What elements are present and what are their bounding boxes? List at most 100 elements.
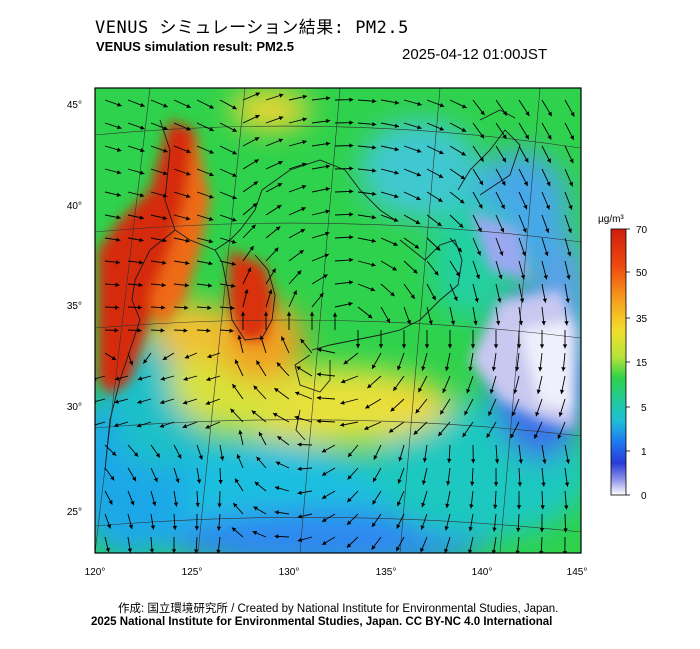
wind-arrow-head	[396, 546, 401, 552]
wind-arrow-head	[545, 228, 550, 233]
wind-arrow-head	[321, 471, 327, 476]
wind-arrow-head	[240, 311, 246, 316]
wind-arrow-head	[371, 522, 377, 528]
wind-arrow-head	[325, 209, 330, 214]
wind-arrow-head	[138, 282, 143, 288]
wind-arrow-head	[398, 456, 403, 462]
wind-arrow-head	[177, 454, 182, 459]
wind-arrow-head	[277, 436, 282, 441]
wind-arrow-head	[445, 503, 450, 508]
wind-arrow-head	[393, 217, 399, 222]
wind-arrow-head	[316, 395, 321, 401]
wind-arrow-head	[232, 150, 237, 155]
wind-arrow-head	[394, 146, 399, 152]
copyright-line: 2025 National Institute for Environmenta…	[91, 616, 553, 628]
wind-arrow-head	[421, 502, 426, 508]
wind-arrow-head	[541, 321, 546, 326]
wind-arrow-head	[325, 118, 331, 124]
wind-arrow-head	[343, 360, 349, 365]
wind-arrow-head	[138, 305, 143, 310]
wind-arrow-head	[195, 502, 200, 508]
wind-arrow-head	[501, 157, 506, 163]
wind-arrow-head	[539, 528, 545, 533]
wind-arrow-head	[209, 172, 214, 177]
wind-arrow-head	[249, 246, 254, 251]
wind-arrow-head	[413, 269, 418, 274]
wind-arrow-head	[302, 140, 307, 145]
wind-arrow-head	[162, 215, 168, 221]
wind-arrow-head	[106, 524, 112, 529]
wind-arrow-head	[502, 111, 507, 116]
wind-arrow-head	[415, 408, 420, 414]
wind-arrow-head	[349, 97, 354, 102]
wind-arrow-head	[162, 193, 168, 198]
wind-arrow-head	[373, 477, 377, 483]
wind-arrow-head	[116, 147, 122, 152]
wind-arrow-head	[355, 344, 361, 349]
lat-tick-label: 40°	[67, 201, 82, 212]
wind-arrow-head	[149, 548, 155, 553]
wind-arrow-head	[231, 527, 237, 532]
wind-arrow-head	[394, 170, 399, 175]
wind-arrow-head	[453, 296, 458, 301]
lon-tick-label: 140°	[472, 567, 493, 578]
wind-arrow-head	[183, 328, 188, 333]
wind-arrow-head	[186, 149, 191, 154]
wind-arrow-head	[348, 280, 354, 285]
wind-arrow-head	[183, 376, 188, 381]
wind-arrow-head	[233, 502, 238, 508]
wind-arrow-head	[424, 344, 430, 349]
wind-arrow-head	[277, 183, 283, 188]
wind-arrow-head	[478, 203, 483, 209]
wind-arrow-head	[459, 199, 465, 204]
wind-arrow-head	[539, 550, 544, 553]
wind-arrow-head	[175, 478, 180, 483]
wind-arrow-head	[346, 543, 352, 548]
wind-arrow-head	[254, 137, 260, 142]
wind-arrow-head	[460, 175, 466, 180]
wind-arrow-head	[348, 301, 353, 307]
wind-arrow-head	[114, 399, 119, 404]
wind-arrow-head	[185, 238, 190, 243]
wind-arrow-head	[297, 490, 302, 495]
wind-arrow-head	[292, 290, 297, 295]
wind-arrow	[95, 421, 106, 426]
wind-arrow-head	[340, 400, 345, 405]
wind-arrow-head	[256, 456, 261, 462]
wind-arrow-head	[525, 111, 530, 116]
wind-arrow-head	[229, 328, 234, 333]
wind-arrow-head	[474, 297, 479, 303]
wind-arrow-head	[163, 125, 168, 131]
wind-arrow-head	[480, 110, 485, 116]
wind-arrow-head	[393, 386, 398, 391]
forecast-timestamp: 2025-04-12 01:00JST	[402, 46, 548, 63]
wind-arrow-head	[394, 100, 400, 105]
wind-arrow-head	[232, 195, 237, 200]
wind-arrow-head	[536, 389, 541, 394]
wind-arrow-head	[276, 205, 282, 210]
wind-arrow-head	[258, 431, 263, 437]
wind-arrow-head	[302, 117, 307, 122]
wind-arrow-head	[471, 459, 476, 464]
wind-arrow-head	[254, 159, 259, 164]
wind-arrow-head	[493, 482, 499, 487]
wind-arrow-head	[138, 260, 144, 265]
wind-arrow-head	[231, 283, 236, 288]
wind-arrow-head	[208, 238, 214, 244]
wind-arrow-head	[394, 193, 399, 199]
wind-arrow-head	[185, 260, 190, 266]
wind-arrow-head	[274, 510, 279, 515]
wind-arrow-head	[275, 461, 281, 466]
wind-arrow-head	[544, 251, 549, 257]
wind-arrow-head	[415, 220, 421, 224]
wind-arrow-head	[421, 366, 426, 371]
wind-arrow-head	[547, 135, 552, 140]
wind-arrow-head	[137, 399, 142, 404]
wind-arrow-head	[326, 96, 331, 101]
wind-arrow-head	[286, 311, 292, 316]
graticule-lines	[95, 88, 581, 553]
lon-tick-label: 130°	[279, 567, 300, 578]
wind-arrow-head	[301, 207, 306, 212]
wind-arrow-head	[208, 216, 214, 221]
wind-arrow-head	[186, 171, 191, 176]
